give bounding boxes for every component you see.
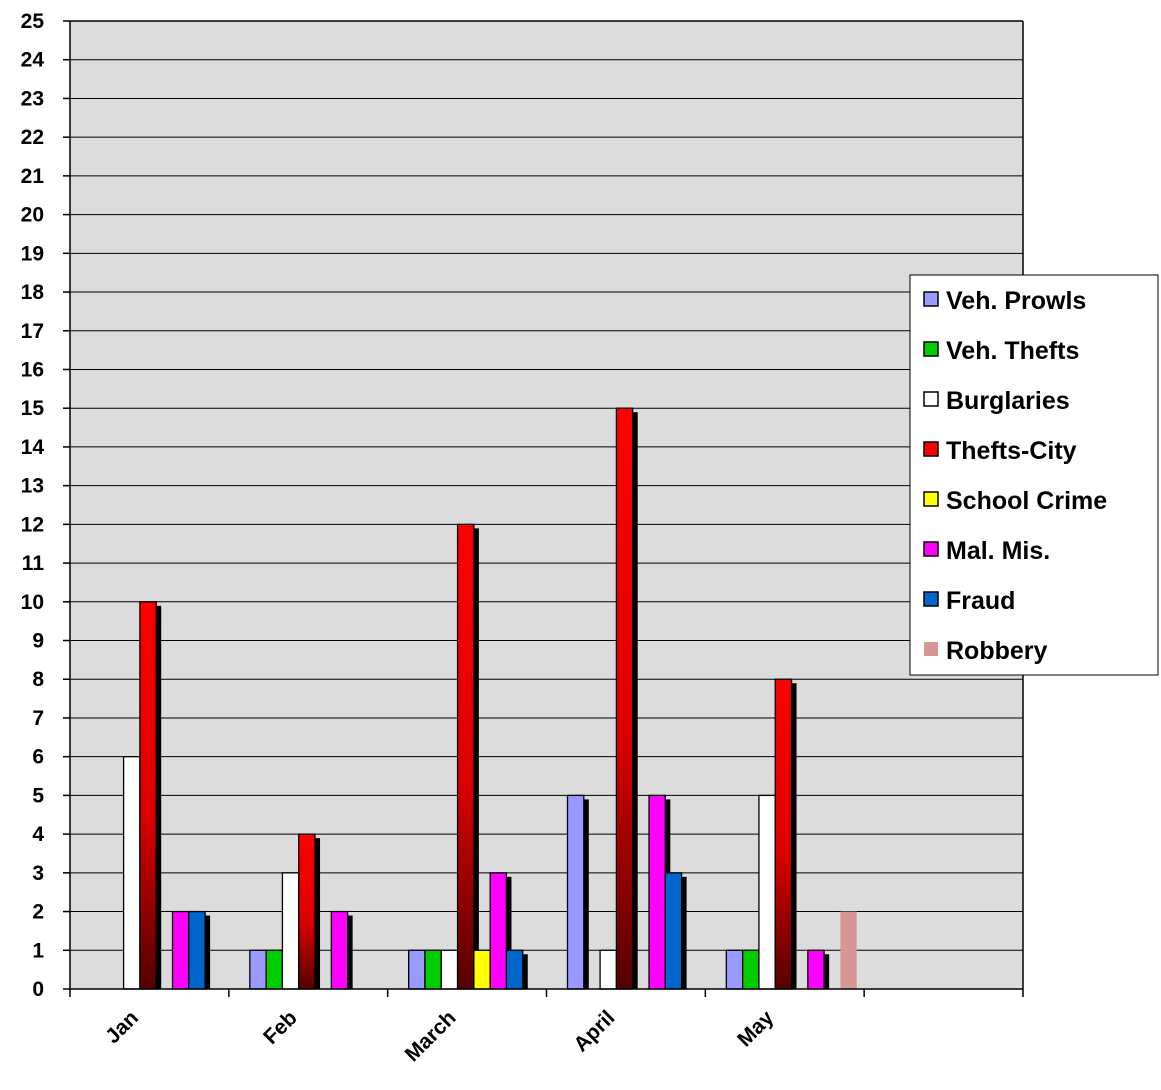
bar — [456, 523, 475, 990]
legend-swatch — [923, 341, 939, 357]
y-tick-label: 8 — [32, 668, 44, 691]
bar — [122, 756, 141, 990]
bar — [566, 794, 585, 990]
bar — [615, 407, 634, 990]
y-tick-label: 2 — [32, 901, 44, 924]
bar — [171, 910, 190, 990]
legend-label: School Crime — [946, 487, 1107, 515]
y-tick-label: 0 — [32, 978, 44, 1001]
bar — [473, 949, 491, 990]
y-axis-ticks: 0123456789101112131415161718192021222324… — [21, 10, 70, 1001]
legend-label: Burglaries — [946, 387, 1070, 415]
legend-label: Robbery — [946, 637, 1048, 665]
bar — [648, 794, 666, 990]
legend-label: Thefts-City — [946, 437, 1077, 465]
y-tick-label: 10 — [21, 591, 44, 614]
bar — [774, 678, 793, 990]
y-tick-label: 12 — [21, 513, 44, 536]
bar — [725, 949, 744, 990]
bar — [741, 949, 760, 990]
legend-label: Veh. Thefts — [946, 337, 1079, 365]
bar — [298, 833, 316, 990]
bar — [281, 872, 300, 990]
legend-label: Mal. Mis. — [946, 537, 1050, 565]
legend-swatch — [923, 391, 939, 407]
y-tick-label: 24 — [21, 49, 45, 72]
y-tick-label: 21 — [21, 165, 45, 188]
legend-label: Fraud — [946, 587, 1015, 615]
legend-swatch — [923, 491, 939, 507]
y-tick-label: 13 — [21, 475, 44, 498]
y-tick-label: 20 — [21, 204, 44, 227]
y-tick-label: 23 — [21, 87, 44, 110]
bar — [489, 872, 508, 990]
plot-area — [70, 21, 1023, 989]
bar — [424, 949, 442, 990]
bar — [330, 910, 349, 990]
y-tick-label: 14 — [21, 436, 45, 459]
legend-swatch — [923, 291, 939, 307]
legend: Veh. Prowls Veh. Thefts Burglaries Thefts-C… — [909, 274, 1159, 676]
bar — [265, 949, 284, 990]
x-axis-ticks: Jan Feb March April May — [101, 1006, 778, 1066]
y-tick-label: 25 — [21, 10, 45, 33]
y-tick-label: 11 — [22, 552, 45, 575]
x-tick-label: Jan — [101, 1006, 143, 1048]
y-tick-label: 4 — [32, 823, 44, 846]
bar — [840, 911, 857, 989]
legend-label: Veh. Prowls — [946, 287, 1086, 315]
x-tick-label: Feb — [259, 1006, 302, 1049]
bar — [408, 949, 426, 990]
y-tick-label: 19 — [21, 242, 44, 265]
bar — [758, 794, 776, 990]
y-tick-label: 7 — [32, 707, 44, 730]
y-tick-label: 17 — [21, 320, 44, 343]
y-tick-label: 16 — [21, 358, 44, 381]
bars — [122, 407, 857, 990]
y-tick-label: 6 — [32, 746, 44, 769]
y-tick-label: 3 — [32, 862, 44, 885]
bar — [188, 910, 206, 990]
legend-swatch — [923, 541, 939, 557]
y-tick-label: 22 — [21, 126, 44, 149]
bar — [599, 949, 618, 990]
x-tick-label: March — [401, 1006, 461, 1066]
x-tick-label: April — [569, 1006, 619, 1056]
legend-swatch — [923, 441, 939, 457]
bar — [139, 601, 157, 990]
y-tick-label: 1 — [32, 939, 44, 962]
bar — [249, 949, 267, 990]
legend-swatch — [923, 591, 939, 607]
bar — [664, 872, 683, 990]
bar — [505, 949, 524, 990]
bar — [807, 949, 825, 990]
bar — [440, 949, 459, 990]
y-tick-label: 18 — [21, 281, 45, 304]
y-tick-label: 5 — [32, 784, 44, 807]
x-tick-label: May — [733, 1006, 778, 1051]
legend-swatch — [924, 642, 938, 656]
y-tick-label: 15 — [21, 397, 45, 420]
y-tick-label: 9 — [32, 630, 44, 653]
legend-box — [909, 274, 1159, 676]
